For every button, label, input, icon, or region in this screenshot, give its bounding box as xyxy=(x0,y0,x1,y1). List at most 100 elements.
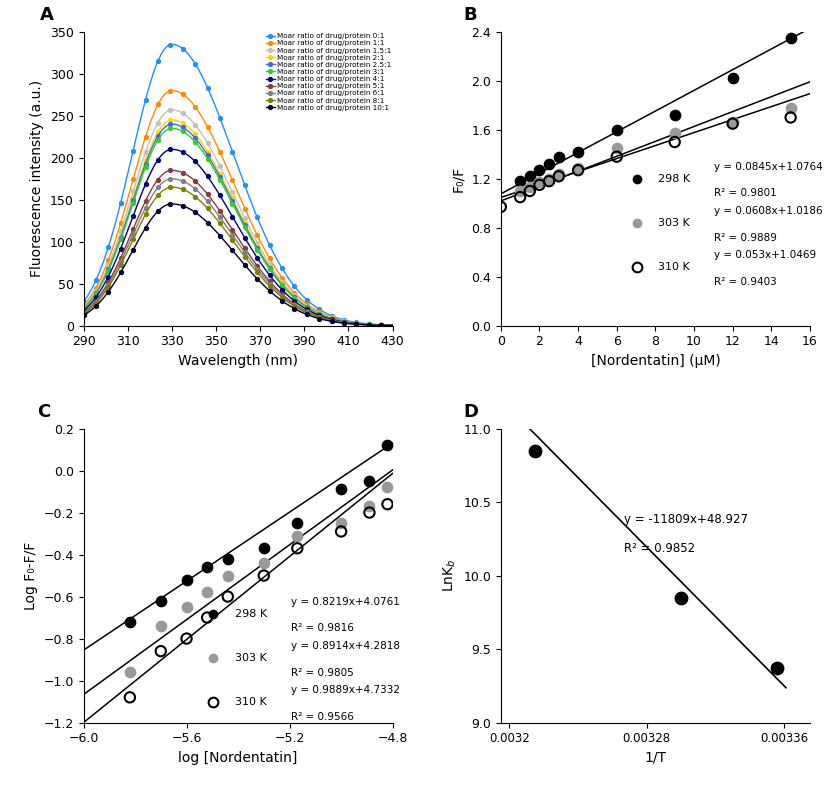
Moar ratio of drug/protein 6:1 xyxy=(262,276,272,286)
Text: 310 K: 310 K xyxy=(235,697,266,707)
Moar ratio of drug/protein 10:1 xyxy=(79,310,89,319)
Moar ratio of drug/protein 5:1 xyxy=(78,308,89,318)
Moar ratio of drug/protein 0:1 xyxy=(340,315,350,325)
Point xyxy=(154,645,168,657)
Point xyxy=(726,116,739,129)
Moar ratio of drug/protein 1.5:1 xyxy=(340,317,350,326)
Moar ratio of drug/protein 3:1 xyxy=(387,321,397,330)
Line: Moar ratio of drug/protein 0:1: Moar ratio of drug/protein 0:1 xyxy=(82,42,395,327)
Line: Moar ratio of drug/protein 6:1: Moar ratio of drug/protein 6:1 xyxy=(82,177,395,327)
Moar ratio of drug/protein 1.5:1 xyxy=(264,257,274,267)
Moar ratio of drug/protein 1.5:1 xyxy=(269,265,279,275)
Point xyxy=(335,525,348,538)
Point xyxy=(124,666,137,679)
Moar ratio of drug/protein 2:1 xyxy=(264,260,274,270)
Y-axis label: F₀/F: F₀/F xyxy=(452,166,466,192)
Point xyxy=(523,181,536,194)
Point xyxy=(291,530,304,542)
Moar ratio of drug/protein 10:1 xyxy=(387,321,397,330)
Moar ratio of drug/protein 3:1 xyxy=(167,124,177,133)
Point xyxy=(335,483,348,495)
Line: Moar ratio of drug/protein 3:1: Moar ratio of drug/protein 3:1 xyxy=(82,126,395,327)
Moar ratio of drug/protein 1:1 xyxy=(264,252,274,261)
Moar ratio of drug/protein 2.5:1 xyxy=(262,260,272,270)
Line: Moar ratio of drug/protein 2:1: Moar ratio of drug/protein 2:1 xyxy=(82,118,395,327)
X-axis label: 1/T: 1/T xyxy=(645,751,666,765)
Point xyxy=(668,109,681,121)
Moar ratio of drug/protein 0:1 xyxy=(387,321,397,330)
Moar ratio of drug/protein 8:1 xyxy=(387,321,397,330)
Moar ratio of drug/protein 4:1 xyxy=(167,145,177,154)
Moar ratio of drug/protein 2.5:1 xyxy=(387,321,397,330)
Point xyxy=(784,102,797,114)
Moar ratio of drug/protein 6:1 xyxy=(78,309,89,318)
Point xyxy=(180,573,193,586)
Moar ratio of drug/protein 2.5:1 xyxy=(360,319,370,329)
Moar ratio of drug/protein 0:1 xyxy=(264,238,274,248)
Moar ratio of drug/protein 8:1 xyxy=(340,318,350,328)
Moar ratio of drug/protein 2:1 xyxy=(360,319,370,329)
Point xyxy=(784,111,797,124)
Point xyxy=(514,175,527,187)
Point xyxy=(610,142,624,155)
Point xyxy=(291,542,304,555)
Moar ratio of drug/protein 1:1 xyxy=(79,300,89,310)
Text: y = 0.053x+1.0469: y = 0.053x+1.0469 xyxy=(714,250,817,260)
Moar ratio of drug/protein 2:1 xyxy=(269,268,279,278)
Moar ratio of drug/protein 2.5:1 xyxy=(79,303,89,312)
Moar ratio of drug/protein 1:1 xyxy=(360,319,370,329)
Moar ratio of drug/protein 5:1 xyxy=(387,321,397,330)
Moar ratio of drug/protein 8:1 xyxy=(269,285,279,295)
Point xyxy=(381,498,394,511)
Text: R² = 0.9889: R² = 0.9889 xyxy=(714,233,777,242)
Text: y = 0.0608x+1.0186: y = 0.0608x+1.0186 xyxy=(714,206,822,216)
Line: Moar ratio of drug/protein 1.5:1: Moar ratio of drug/protein 1.5:1 xyxy=(82,108,395,327)
Point xyxy=(543,175,556,187)
Moar ratio of drug/protein 2:1 xyxy=(79,303,89,312)
Moar ratio of drug/protein 5:1 xyxy=(360,320,370,330)
Text: y = 0.0845x+1.0764: y = 0.0845x+1.0764 xyxy=(714,162,822,172)
Moar ratio of drug/protein 0:1 xyxy=(262,236,272,245)
Point xyxy=(668,136,681,148)
X-axis label: [Nordentatin] (μM): [Nordentatin] (μM) xyxy=(590,354,721,368)
Point xyxy=(552,168,565,180)
Moar ratio of drug/protein 8:1 xyxy=(264,280,274,290)
Moar ratio of drug/protein 6:1 xyxy=(79,308,89,318)
Text: y = 0.8914x+4.2818: y = 0.8914x+4.2818 xyxy=(291,641,400,651)
Point xyxy=(523,170,536,183)
Moar ratio of drug/protein 1.5:1 xyxy=(360,319,370,329)
Line: Moar ratio of drug/protein 2.5:1: Moar ratio of drug/protein 2.5:1 xyxy=(82,122,395,327)
Point xyxy=(362,500,376,513)
Point xyxy=(381,481,394,494)
Point xyxy=(180,601,193,614)
Moar ratio of drug/protein 2:1 xyxy=(387,321,397,330)
Moar ratio of drug/protein 1:1 xyxy=(269,260,279,270)
Point xyxy=(552,150,565,163)
Point xyxy=(523,185,536,198)
Point xyxy=(529,445,542,457)
Moar ratio of drug/protein 3:1 xyxy=(340,317,350,326)
Moar ratio of drug/protein 6:1 xyxy=(269,283,279,293)
Point xyxy=(784,32,797,44)
Moar ratio of drug/protein 4:1 xyxy=(360,320,370,330)
Moar ratio of drug/protein 4:1 xyxy=(78,306,89,315)
Moar ratio of drug/protein 2:1 xyxy=(78,303,89,313)
Moar ratio of drug/protein 1:1 xyxy=(78,301,89,310)
Text: 298 K: 298 K xyxy=(235,609,267,619)
Text: B: B xyxy=(463,6,478,24)
Text: R² = 0.9816: R² = 0.9816 xyxy=(291,623,353,634)
Moar ratio of drug/protein 10:1 xyxy=(264,285,274,295)
Moar ratio of drug/protein 2:1 xyxy=(262,259,272,268)
Text: R² = 0.9403: R² = 0.9403 xyxy=(714,276,777,287)
Moar ratio of drug/protein 0:1 xyxy=(79,295,89,305)
Moar ratio of drug/protein 2.5:1 xyxy=(340,317,350,326)
Point xyxy=(552,170,565,183)
Moar ratio of drug/protein 8:1 xyxy=(79,309,89,318)
Point xyxy=(533,164,546,176)
Point xyxy=(180,632,193,645)
Text: R² = 0.9801: R² = 0.9801 xyxy=(714,188,777,198)
Text: y = -11809x+48.927: y = -11809x+48.927 xyxy=(625,513,748,526)
Moar ratio of drug/protein 3:1 xyxy=(79,303,89,313)
Moar ratio of drug/protein 6:1 xyxy=(387,321,397,330)
Text: 303 K: 303 K xyxy=(659,218,691,228)
